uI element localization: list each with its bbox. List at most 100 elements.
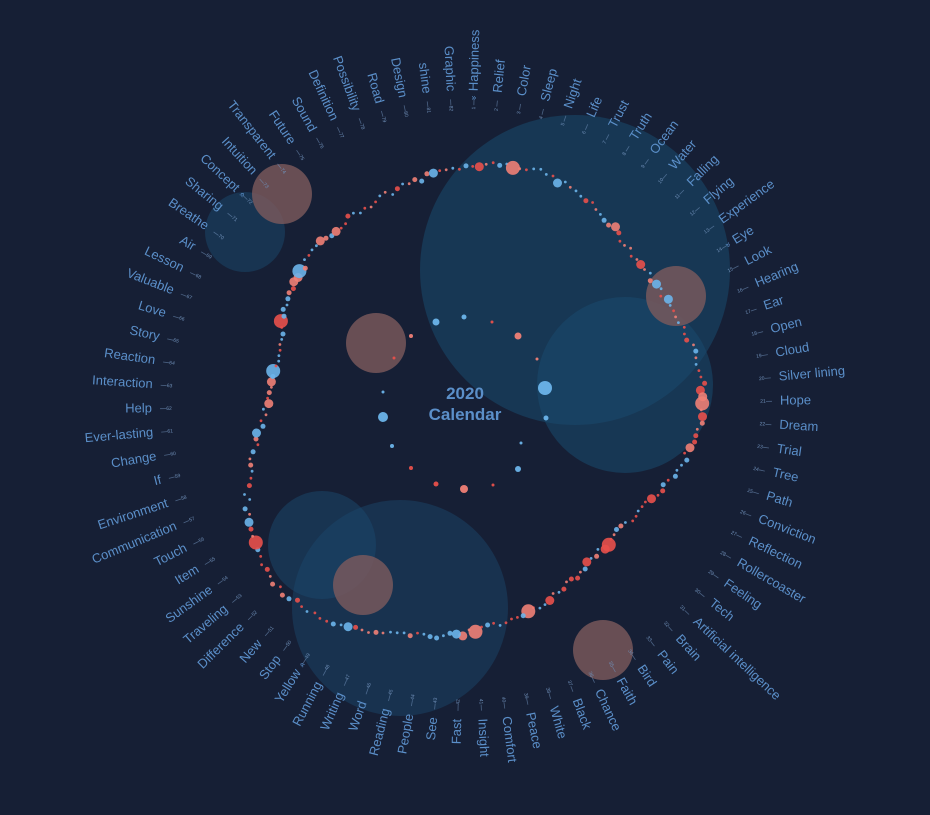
ring-dot xyxy=(485,622,491,628)
background-bubble xyxy=(292,500,508,716)
week-label: Bird xyxy=(635,662,660,690)
week-label: Trial xyxy=(776,441,803,459)
week-tick xyxy=(193,541,199,545)
week-tick xyxy=(434,703,436,710)
week-number: 64 xyxy=(169,360,176,367)
week-label: Writing xyxy=(317,690,347,733)
week-label: Reading xyxy=(366,707,393,758)
week-number: 74 xyxy=(279,167,287,175)
inner-dot xyxy=(381,390,385,394)
ring-dot xyxy=(412,177,418,183)
week-label: Happiness xyxy=(466,29,483,91)
ring-dot xyxy=(660,482,666,488)
ring-dot xyxy=(244,517,254,527)
ring-dot xyxy=(302,265,308,271)
ring-dot xyxy=(695,427,699,431)
ring-dot xyxy=(656,493,660,497)
ring-dot xyxy=(583,198,589,204)
week-tick xyxy=(625,145,630,152)
ring-dot xyxy=(264,413,268,417)
ring-dot xyxy=(318,617,322,620)
inner-dot xyxy=(543,415,549,421)
week-number: 59 xyxy=(174,473,181,480)
ring-dot xyxy=(666,478,670,482)
week-tick xyxy=(605,134,610,140)
inner-dot xyxy=(514,332,522,340)
week-number: 43 xyxy=(433,697,440,703)
ring-dot xyxy=(545,596,555,605)
week-number: 51 xyxy=(267,625,275,633)
inner-dot xyxy=(491,483,495,487)
week-label: Lesson xyxy=(142,243,186,275)
week-label: White xyxy=(547,704,571,740)
ring-dot xyxy=(579,194,583,198)
ring-dot xyxy=(259,419,263,423)
week-number: 39 xyxy=(522,693,529,700)
ring-dot xyxy=(600,544,610,554)
ring-dot xyxy=(331,226,341,236)
week-tick xyxy=(380,110,384,117)
ring-dot xyxy=(339,226,343,230)
ring-dot xyxy=(685,443,695,453)
ring-dot xyxy=(557,590,561,594)
ring-dot xyxy=(544,173,548,176)
ring-dot xyxy=(315,244,318,248)
ring-dot xyxy=(381,631,385,635)
inner-dot xyxy=(433,481,439,487)
ring-dot xyxy=(612,533,616,537)
week-tick xyxy=(168,476,175,479)
inner-dot xyxy=(390,444,394,448)
ring-dot xyxy=(660,488,666,494)
week-number: 18 xyxy=(751,330,758,337)
ring-dot xyxy=(277,354,281,357)
week-tick xyxy=(713,574,719,579)
week-label: Tech xyxy=(707,595,738,624)
week-label: Peace xyxy=(523,711,545,750)
week-label: Love xyxy=(137,298,168,321)
inner-dot xyxy=(409,466,413,470)
ring-dot xyxy=(352,211,355,215)
quarter-marker-icon: » xyxy=(722,240,733,250)
ring-dot xyxy=(359,211,362,215)
ring-dot xyxy=(697,369,701,372)
ring-dot xyxy=(264,399,274,409)
ring-dot xyxy=(264,566,270,572)
week-tick xyxy=(733,265,739,269)
inner-dot xyxy=(515,466,521,472)
ring-dot xyxy=(353,624,359,630)
ring-dot xyxy=(278,348,282,352)
week-label: Word xyxy=(345,699,369,733)
ring-dot xyxy=(363,206,367,210)
week-number: 75 xyxy=(297,154,305,162)
week-number: 48 xyxy=(324,664,332,672)
week-number: 60 xyxy=(170,451,177,458)
ring-dot xyxy=(504,621,508,625)
week-number: 36 xyxy=(587,671,595,679)
week-number: 17 xyxy=(745,309,752,317)
week-number: 21 xyxy=(760,399,766,405)
ring-dot xyxy=(672,309,675,313)
week-label: Pain xyxy=(654,647,682,677)
week-tick xyxy=(541,108,544,115)
ring-dot xyxy=(248,457,252,461)
ring-dot xyxy=(532,167,536,171)
week-number: 38 xyxy=(544,687,551,694)
ring-dot xyxy=(447,630,453,636)
week-tick xyxy=(322,670,327,676)
week-tick xyxy=(709,225,715,230)
week-tick xyxy=(183,520,190,524)
week-tick xyxy=(164,453,171,456)
ring-dot xyxy=(684,457,690,463)
week-number: 55 xyxy=(209,556,217,564)
week-number: 34 xyxy=(626,649,634,657)
week-number: 29 xyxy=(707,569,715,577)
ring-dot xyxy=(640,505,644,508)
week-number: 79 xyxy=(380,116,387,123)
ring-dot xyxy=(614,527,619,532)
ring-dot xyxy=(644,500,647,504)
week-tick xyxy=(161,431,168,433)
week-tick xyxy=(742,286,749,290)
week-number: 33 xyxy=(645,635,653,643)
background-bubble xyxy=(333,555,393,615)
